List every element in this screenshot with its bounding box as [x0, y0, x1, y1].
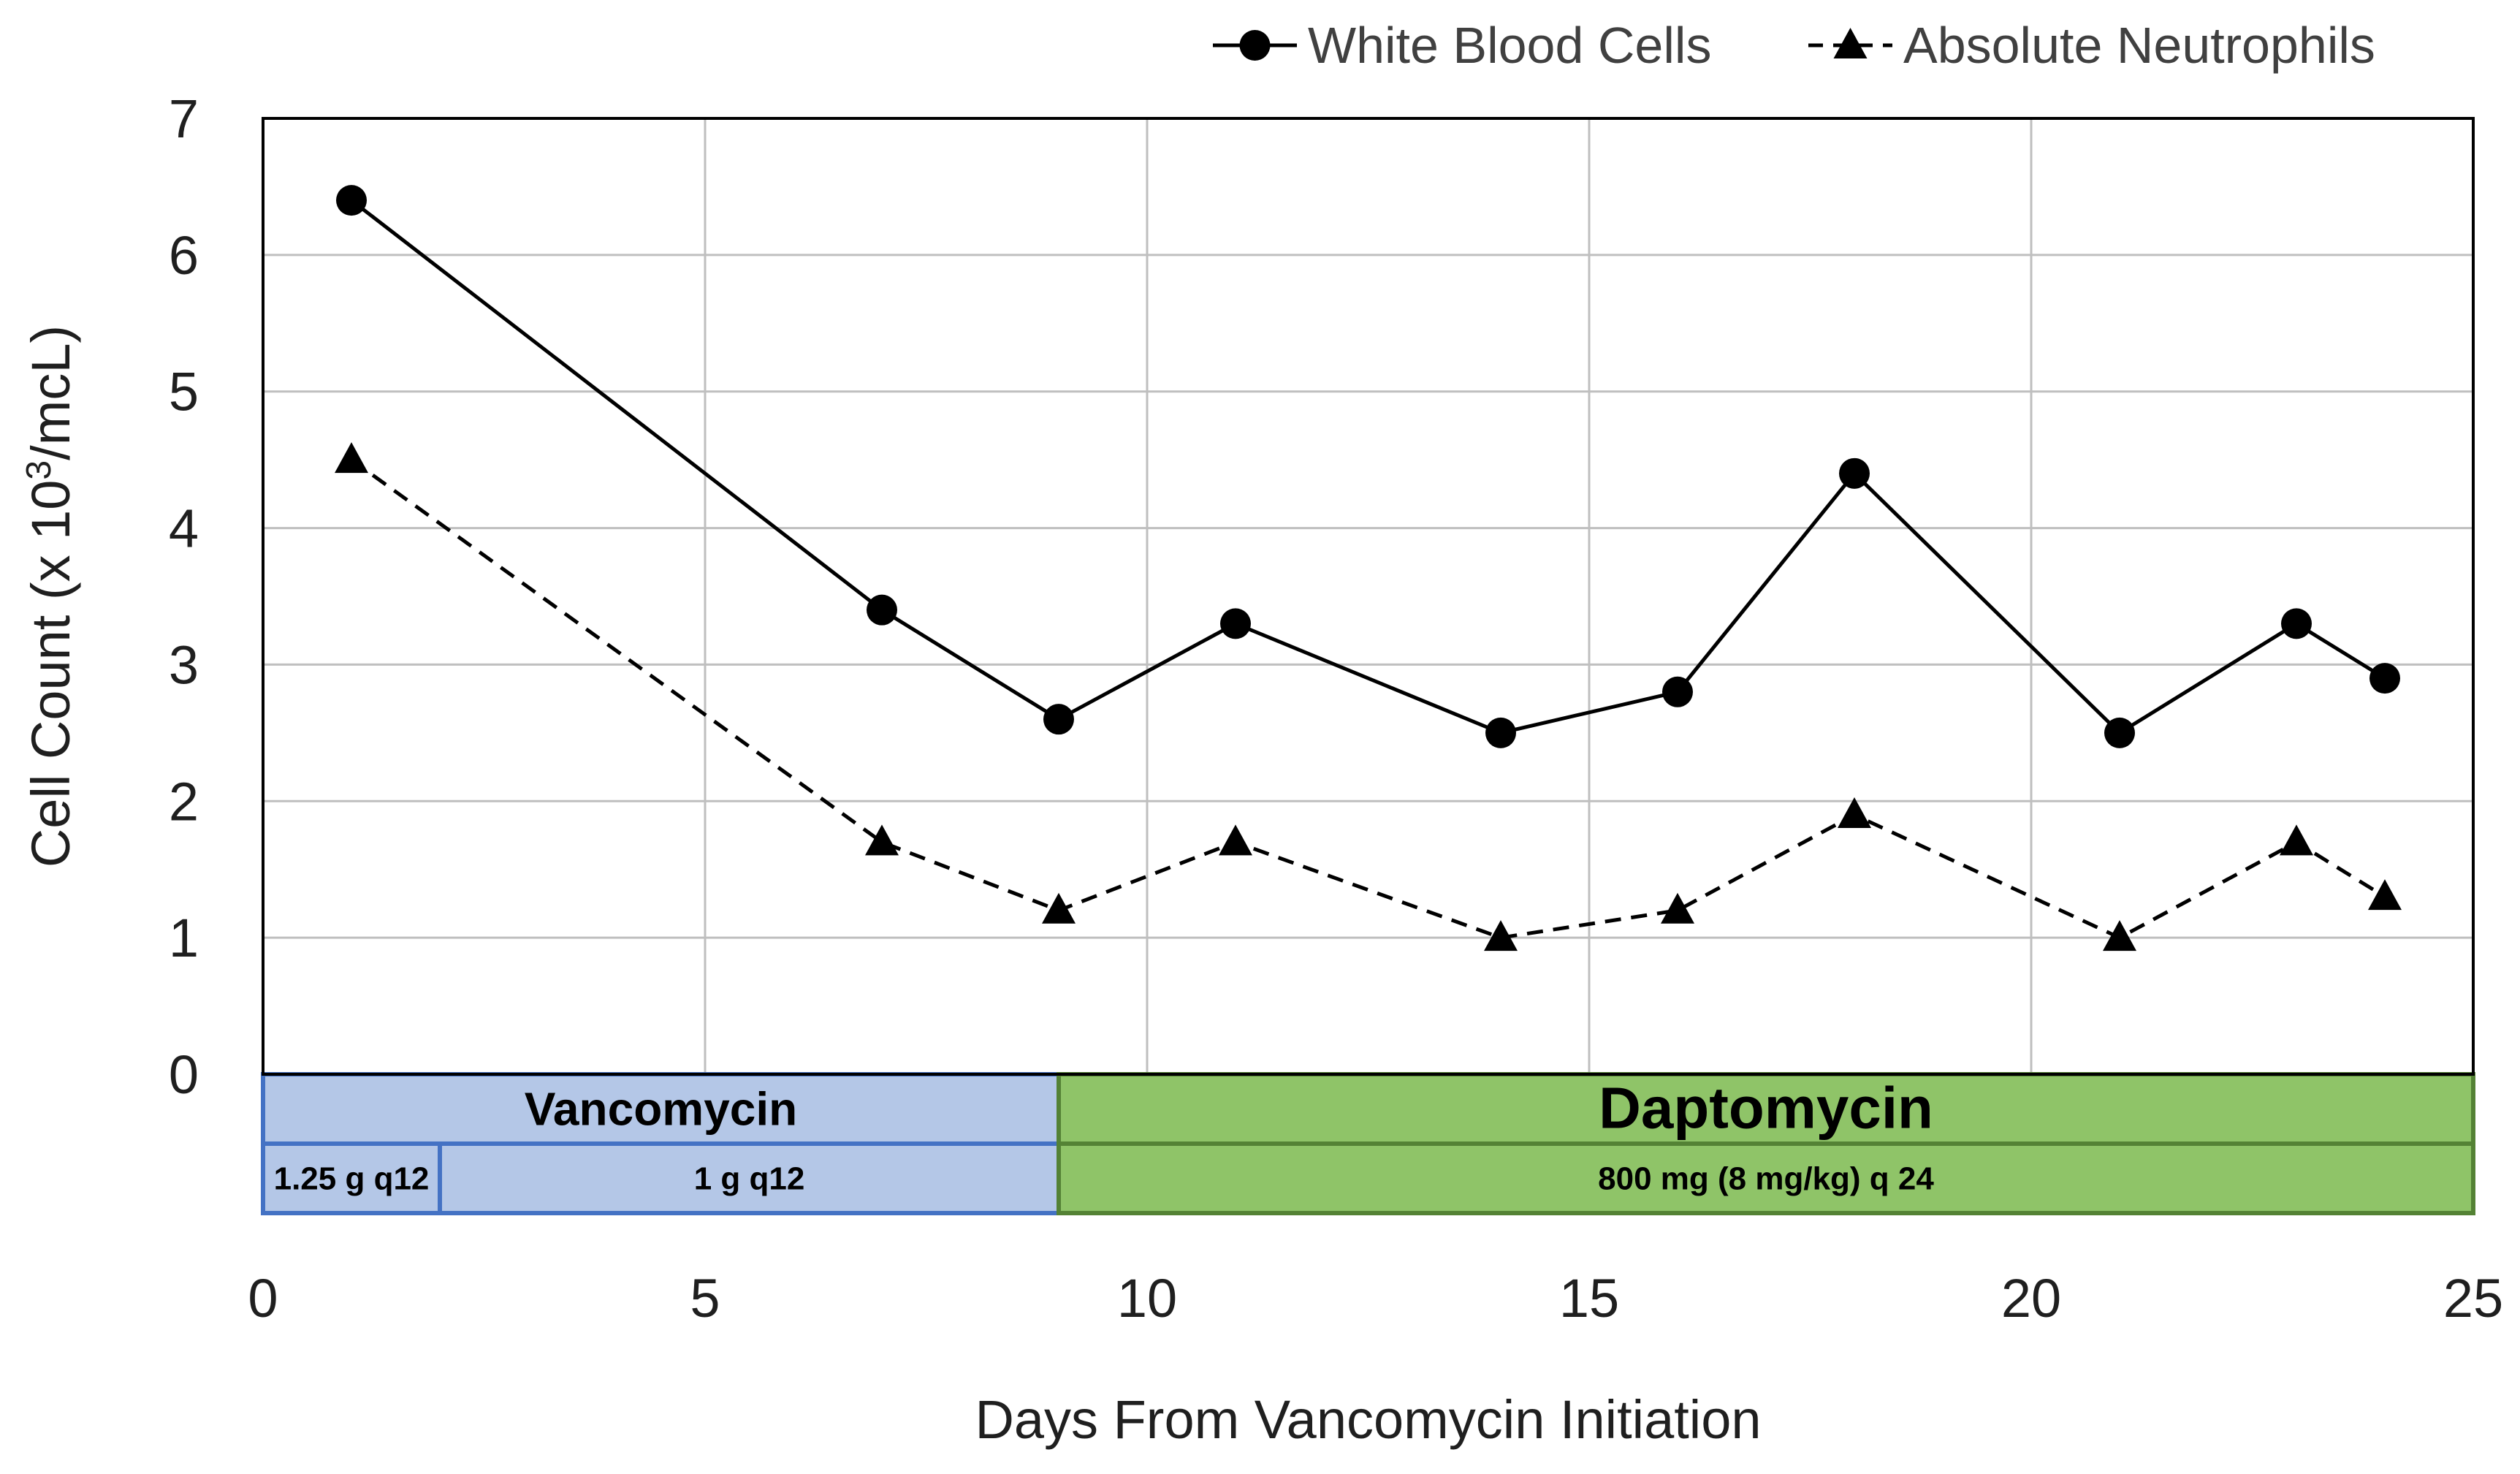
data-point-circle — [867, 594, 897, 626]
dose-band-label: 1.25 g q12 — [274, 1161, 430, 1197]
y-tick-label: 3 — [169, 634, 199, 695]
y-axis-title: Cell Count (x 103/mcL) — [20, 325, 82, 867]
dose-band — [1057, 1141, 2475, 1215]
y-axis-title-main: Cell Count (x 10 — [20, 480, 81, 868]
y-axis-title-superscript: 3 — [20, 460, 58, 480]
data-point-circle — [2281, 608, 2312, 639]
x-tick-label: 25 — [2443, 1268, 2503, 1329]
data-point-circle — [336, 185, 367, 216]
legend-marker-circle — [1239, 30, 1271, 61]
y-tick-label: 2 — [169, 771, 199, 832]
data-point-circle — [1839, 457, 1870, 489]
y-tick-label: 5 — [169, 362, 199, 422]
data-point-triangle — [1484, 920, 1518, 951]
data-point-triangle — [2280, 824, 2313, 856]
legend-marker-triangle — [1833, 28, 1868, 58]
data-point-circle — [1220, 608, 1251, 639]
y-tick-label: 7 — [169, 88, 199, 149]
plot-frame — [262, 117, 2475, 1076]
grid — [263, 118, 2473, 1074]
x-tick-label: 0 — [248, 1268, 278, 1329]
dose-band — [261, 1141, 442, 1215]
data-point-triangle — [1838, 797, 1871, 828]
data-point-circle — [1043, 704, 1074, 735]
x-tick-label: 15 — [1559, 1268, 1619, 1329]
x-tick-label: 20 — [2001, 1268, 2061, 1329]
drug-band-label: Daptomycin — [1599, 1076, 1933, 1141]
dose-band-label: 800 mg (8 mg/kg) q 24 — [1598, 1161, 1934, 1197]
series-layer — [335, 185, 2402, 951]
drug-band-label: Vancomycin — [525, 1083, 798, 1136]
x-axis-title: Days From Vancomycin Initiation — [975, 1389, 1761, 1450]
y-tick-label: 1 — [169, 908, 199, 968]
legend: White Blood Cells Absolute Neutrophils — [1213, 17, 2375, 74]
axis-ticks: 0 1 2 3 4 5 6 7 0 5 10 15 20 25 — [169, 88, 2503, 1329]
data-point-circle — [1485, 717, 1516, 748]
data-point-circle — [1662, 676, 1693, 707]
data-point-triangle — [1042, 892, 1076, 924]
data-point-triangle — [1219, 824, 1252, 856]
data-point-triangle — [865, 824, 899, 856]
y-tick-label: 6 — [169, 225, 199, 286]
legend-label: Absolute Neutrophils — [1903, 17, 2375, 74]
data-point-triangle — [1661, 892, 1694, 924]
legend-label: White Blood Cells — [1308, 17, 1711, 74]
data-point-triangle — [2103, 920, 2136, 951]
data-point-circle — [2369, 663, 2400, 694]
series-line — [350, 199, 2386, 736]
data-point-triangle — [2368, 879, 2402, 911]
y-tick-label: 0 — [169, 1044, 199, 1105]
x-tick-label: 5 — [690, 1268, 720, 1329]
data-point-circle — [2104, 717, 2135, 748]
dose-band — [438, 1141, 1061, 1215]
y-tick-label: 4 — [169, 498, 199, 559]
series-line — [350, 458, 2386, 940]
dose-band-label: 1 g q12 — [694, 1161, 805, 1197]
x-tick-label: 10 — [1117, 1268, 1177, 1329]
y-axis-title-tail: /mcL) — [20, 325, 81, 460]
treatment-bands: Vancomycin 1.25 g q12 1 g q12 Daptomycin 800… — [261, 1072, 2475, 1215]
data-point-triangle — [335, 442, 368, 474]
